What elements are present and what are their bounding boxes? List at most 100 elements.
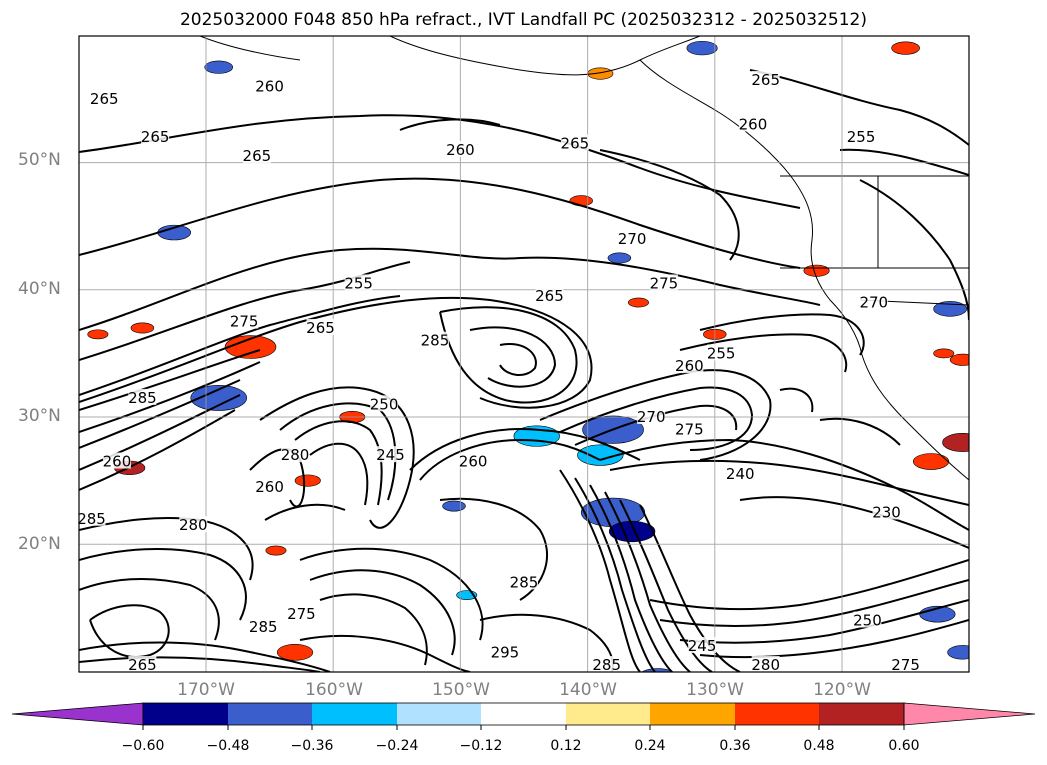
contour-label-bg: [510, 573, 538, 590]
shaded-anomaly-patch: [130, 322, 155, 334]
lon-label-170w: 170°W: [177, 680, 235, 700]
contour-label-bg: [141, 128, 170, 145]
lat-label-30n: 30°N: [18, 406, 61, 426]
shaded-anomaly-patch: [294, 474, 321, 487]
contour-label-bg: [707, 344, 736, 361]
colorbar-segment: [312, 703, 397, 725]
shaded-anomaly-patch: [933, 301, 967, 317]
colorbar-segment: [735, 703, 819, 725]
contour-label-bg: [459, 452, 488, 469]
contour-label-bg: [490, 643, 519, 660]
colorbar-segment: [228, 703, 312, 725]
contour-label: 270: [859, 294, 888, 312]
contour-label: 245: [376, 446, 405, 464]
colorbar-tick-label: −0.36: [290, 738, 334, 754]
map-background: [79, 36, 969, 672]
contour-label: 260: [255, 478, 284, 496]
contour-label: 285: [421, 332, 450, 350]
contour-label: 265: [90, 90, 119, 108]
contour-label: 260: [459, 453, 488, 471]
colorbar-tick-label: −0.12: [459, 738, 503, 754]
shaded-anomaly-patch: [947, 645, 969, 660]
contour-label: 285: [592, 656, 621, 674]
colorbar-tick-label: −0.60: [121, 738, 165, 754]
colorbar-tick-label: −0.48: [206, 738, 250, 754]
contour-label-bg: [420, 331, 449, 348]
contour-label: 230: [872, 503, 901, 521]
contour-label: 280: [281, 446, 310, 464]
contour-label-bg: [535, 287, 564, 304]
colorbar-tick-label: 0.24: [634, 738, 666, 754]
shaded-anomaly-patch: [204, 60, 234, 74]
contour-label: 260: [739, 115, 768, 133]
colorbar-segment: [397, 703, 481, 725]
shaded-anomaly-patch: [949, 353, 969, 366]
shaded-anomaly-patch: [933, 348, 955, 359]
shaded-anomaly-patch: [641, 668, 674, 672]
contour-label: 260: [103, 453, 132, 471]
shaded-anomaly-patch: [569, 195, 593, 207]
shaded-anomaly-patch: [686, 40, 718, 56]
contour-label-bg: [242, 147, 271, 164]
contour-label: 275: [230, 313, 259, 331]
contour-label-bg: [891, 656, 920, 673]
coastlines: [199, 36, 969, 481]
contour-label: 280: [751, 656, 780, 674]
contour-label-bg: [90, 90, 119, 106]
contour-label: 265: [561, 135, 590, 153]
contour-label: 260: [675, 357, 704, 375]
contour-label-bg: [738, 115, 767, 132]
shaded-anomaly-patch: [912, 453, 950, 470]
contour-label: 295: [491, 643, 520, 661]
contour-label: 265: [141, 128, 170, 146]
contour-label: 270: [637, 408, 666, 426]
contour-label-bg: [255, 477, 284, 494]
contour-label-bg: [287, 605, 316, 622]
contour-label-bg: [560, 134, 589, 151]
shaded-anomaly-patch: [190, 385, 248, 411]
shaded-anomaly-patch: [883, 683, 916, 698]
contour-label: 240: [726, 465, 755, 483]
contour-label-bg: [751, 656, 780, 673]
contour-label-bg: [230, 312, 259, 329]
contour-label-bg: [370, 395, 399, 412]
contour-label-bg: [859, 293, 888, 310]
contour-label-bg: [281, 446, 310, 463]
contour-label-bg: [179, 516, 208, 533]
shaded-anomaly-patch: [628, 297, 649, 308]
contour-label-bg: [853, 611, 882, 628]
shaded-anomaly-patch: [891, 41, 920, 55]
map-title: 2025032000 F048 850 hPa refract., IVT La…: [179, 10, 867, 30]
contour-label: 265: [243, 147, 272, 165]
contour-label-bg: [637, 408, 666, 424]
shaded-anomaly-patch: [87, 329, 109, 340]
lon-label-120w: 120°W: [813, 680, 871, 700]
contour-label: 265: [306, 319, 335, 337]
colorbar-tick-label: 0.12: [550, 738, 582, 754]
colorbar-tick-label: −0.24: [375, 738, 419, 754]
shaded-anomaly-patch: [577, 444, 624, 466]
contour-label-bg: [649, 274, 678, 291]
contour-label: 275: [287, 605, 316, 623]
colorbar-extend-high: [903, 702, 1036, 726]
contour-label-bg: [446, 140, 475, 157]
contour-label: 275: [675, 421, 704, 439]
contour-label-bg: [688, 636, 717, 653]
contour-label-bg: [255, 77, 284, 94]
contour-label: 250: [853, 612, 882, 630]
contour-label: 275: [891, 656, 920, 674]
colorbar-extend-low: [11, 702, 144, 726]
contour-label: 260: [446, 141, 475, 159]
contour-label-bg: [102, 452, 131, 469]
contour-label: 285: [249, 618, 278, 636]
contour-label: 265: [535, 287, 564, 305]
contour-label: 285: [128, 389, 157, 407]
colorbar-segment: [819, 703, 904, 725]
contour-label: 255: [847, 128, 876, 146]
contour-label-bg: [592, 656, 621, 673]
shaded-anomaly-patch: [265, 545, 287, 556]
contour-label: 260: [255, 77, 284, 95]
contour-label: 270: [618, 230, 647, 248]
shaded-anomaly-patch: [607, 252, 632, 264]
